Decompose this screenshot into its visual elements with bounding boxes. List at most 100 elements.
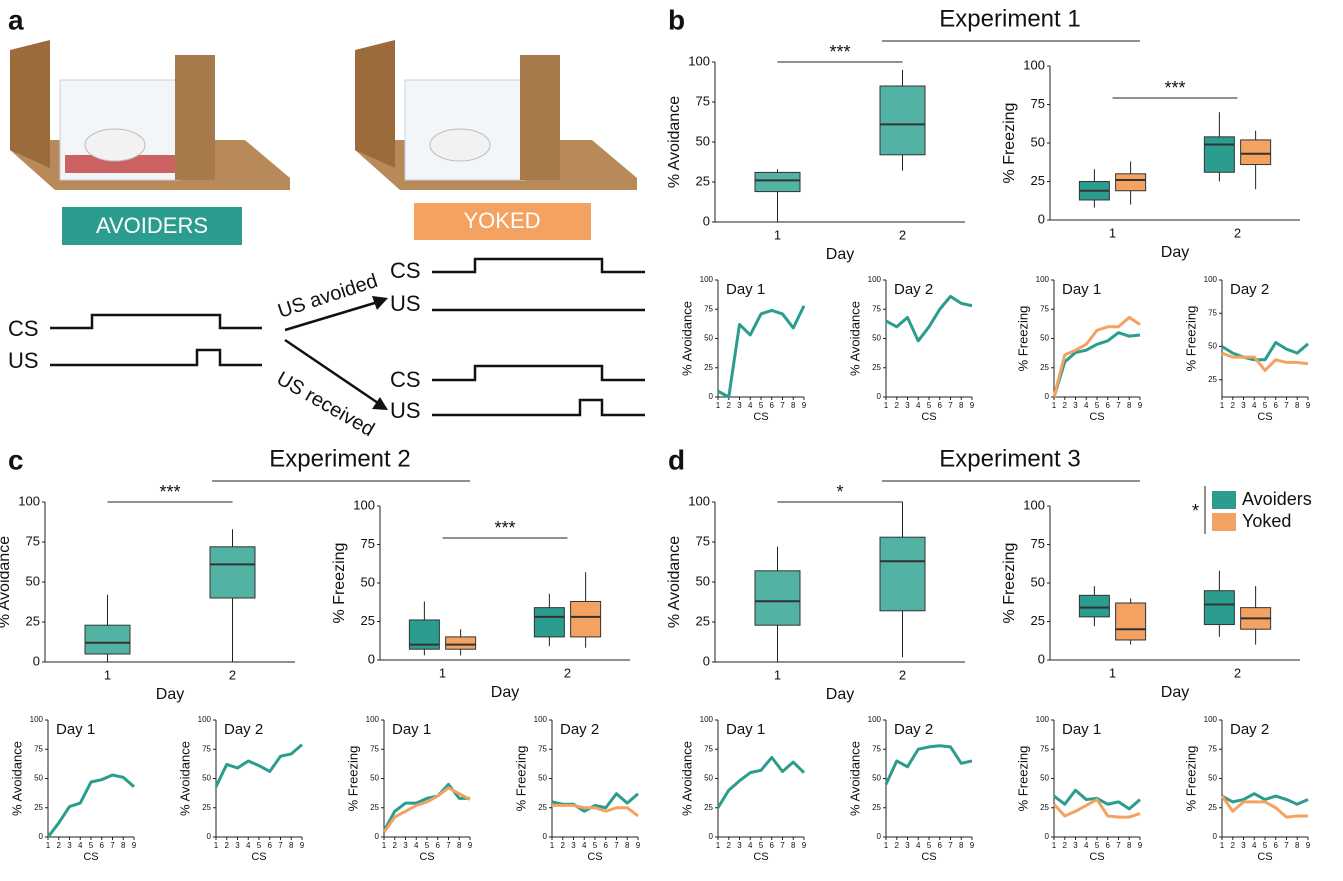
panel-label: b [668,4,685,35]
y-axis-label: % Freezing [1183,306,1198,372]
y-axis-label: % Freezing [1183,746,1198,812]
y-tick-label: 25 [696,613,710,628]
y-tick-label: 100 [1204,275,1218,284]
x-tick-label: 3 [571,841,576,850]
y-tick-label: 0 [709,832,714,841]
y-tick-label: 25 [538,803,547,812]
box [85,625,130,654]
y-tick-label: 50 [1208,342,1217,351]
x-tick-label: 2 [1063,841,1068,850]
x-tick-label: 5 [759,401,764,410]
y-tick-label: 50 [1031,574,1045,589]
box [1116,174,1146,191]
significance-label: *** [159,482,180,502]
y-tick-label: 0 [368,651,375,666]
y-tick-label: 25 [704,803,713,812]
box [755,571,800,625]
y-tick-label: 0 [709,392,714,401]
x-axis-label: Day [1161,244,1189,261]
x-tick-label: 6 [770,401,775,410]
experiment-title: Experiment 2 [269,445,410,472]
y-tick-label: 50 [704,334,713,343]
x-axis-label: Day [156,686,184,703]
x-axis-label: CS [419,851,434,863]
significance-label: *** [1164,78,1185,98]
x-axis-label: CS [1257,411,1272,423]
box [446,637,476,649]
box [210,547,255,598]
legend-swatch [1212,513,1236,531]
x-tick-label: 1 [774,667,781,682]
panel-label: c [8,444,24,475]
y-tick-label: 100 [198,715,212,724]
series-line [886,746,972,785]
y-tick-label: 50 [872,334,881,343]
y-tick-label: 0 [33,653,40,668]
group-significance: * [1192,501,1199,521]
significance-label: *** [494,518,515,538]
y-axis-label: % Freezing [513,746,528,812]
y-axis-label: % Avoidance [679,301,694,376]
y-tick-label: 25 [696,173,710,188]
series-line [216,745,302,787]
x-tick-label: 9 [802,401,807,410]
x-tick-label: 7 [278,841,283,850]
y-tick-label: 100 [868,275,882,284]
y-tick-label: 0 [543,832,548,841]
x-tick-label: 3 [905,841,910,850]
y-tick-label: 75 [696,93,710,108]
x-tick-label: 1 [1220,401,1225,410]
y-tick-label: 25 [1031,173,1045,188]
y-tick-label: 100 [353,497,375,512]
x-tick-label: 5 [593,841,598,850]
series-line [1054,333,1140,397]
panel-label: d [668,444,685,475]
x-tick-label: 2 [727,401,732,410]
us-trace [50,350,262,365]
y-tick-label: 100 [366,715,380,724]
y-tick-label: 50 [1208,774,1217,783]
x-tick-label: 8 [791,841,796,850]
chart-title: Day 2 [1230,721,1269,738]
box [755,172,800,191]
y-tick-label: 100 [688,493,710,508]
x-tick-label: 6 [1106,401,1111,410]
x-tick-label: 8 [289,841,294,850]
x-tick-label: 4 [246,841,251,850]
x-tick-label: 5 [1095,401,1100,410]
x-axis-label: CS [753,851,768,863]
x-tick-label: 7 [780,841,785,850]
y-tick-label: 0 [39,832,44,841]
x-tick-label: 5 [759,841,764,850]
y-tick-label: 25 [34,803,43,812]
cs-trace [432,259,645,272]
chart-title: Day 1 [56,721,95,738]
series-line [48,775,134,837]
y-tick-label: 0 [877,832,882,841]
y-tick-label: 50 [202,774,211,783]
figure: AVOIDERS YOKED CS US CS US CS US US avoi… [0,0,1343,881]
y-axis-label: % Avoidance [666,536,683,628]
x-tick-label: 2 [393,841,398,850]
x-tick-label: 8 [791,401,796,410]
x-tick-label: 8 [121,841,126,850]
x-tick-label: 5 [89,841,94,850]
chart-title: Day 2 [894,281,933,298]
y-axis-label: % Freezing [345,746,360,812]
y-tick-label: 100 [30,715,44,724]
x-axis-label: Day [491,684,519,701]
x-tick-label: 7 [110,841,115,850]
x-tick-label: 1 [104,667,111,682]
x-tick-label: 1 [774,227,781,242]
cs-label: CS [390,367,421,392]
x-axis-label: CS [921,411,936,423]
y-tick-label: 75 [26,533,40,548]
x-axis-label: CS [753,411,768,423]
y-tick-label: 25 [1208,375,1217,384]
x-tick-label: 3 [737,401,742,410]
x-tick-label: 9 [970,841,975,850]
y-tick-label: 50 [704,774,713,783]
box [880,86,925,155]
x-tick-label: 7 [948,841,953,850]
y-tick-label: 0 [877,392,882,401]
